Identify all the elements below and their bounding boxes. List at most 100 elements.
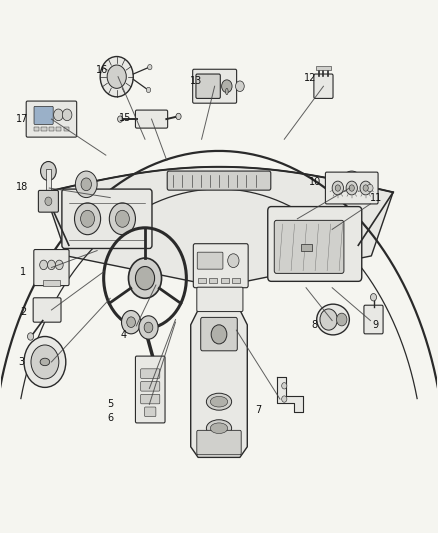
Text: 4: 4 (120, 330, 126, 341)
FancyBboxPatch shape (34, 107, 53, 124)
FancyBboxPatch shape (197, 430, 241, 455)
Circle shape (121, 311, 141, 334)
FancyBboxPatch shape (135, 356, 165, 423)
Circle shape (176, 114, 181, 119)
Circle shape (211, 325, 227, 344)
Text: 17: 17 (16, 114, 28, 124)
Text: 6: 6 (107, 413, 113, 423)
FancyBboxPatch shape (197, 252, 223, 269)
Circle shape (100, 56, 133, 97)
Bar (232, 278, 240, 284)
Circle shape (135, 266, 155, 290)
Text: 9: 9 (373, 320, 379, 330)
FancyBboxPatch shape (167, 171, 271, 190)
Circle shape (41, 161, 56, 181)
Text: 2: 2 (20, 306, 26, 317)
Text: 8: 8 (312, 320, 318, 330)
Circle shape (40, 260, 47, 270)
Polygon shape (191, 310, 247, 457)
Circle shape (336, 313, 347, 326)
Bar (301, 244, 312, 251)
Circle shape (45, 197, 52, 206)
Circle shape (117, 116, 123, 122)
FancyBboxPatch shape (201, 317, 237, 351)
Text: 7: 7 (255, 405, 261, 415)
FancyBboxPatch shape (193, 69, 237, 103)
Circle shape (228, 254, 239, 268)
Circle shape (47, 260, 55, 270)
FancyBboxPatch shape (274, 220, 344, 273)
FancyBboxPatch shape (135, 110, 168, 128)
Circle shape (128, 258, 162, 298)
FancyBboxPatch shape (193, 244, 248, 288)
Circle shape (148, 64, 152, 70)
Circle shape (28, 333, 34, 340)
Ellipse shape (40, 358, 49, 366)
Circle shape (55, 260, 63, 270)
Text: 18: 18 (16, 182, 28, 192)
Ellipse shape (206, 393, 232, 410)
Ellipse shape (210, 397, 228, 407)
Bar (42, 126, 47, 131)
Bar (221, 278, 229, 284)
Text: 10: 10 (309, 176, 321, 187)
Circle shape (139, 316, 158, 339)
Circle shape (332, 181, 343, 195)
FancyBboxPatch shape (141, 382, 160, 391)
FancyBboxPatch shape (34, 249, 69, 286)
Circle shape (62, 109, 72, 120)
Circle shape (81, 178, 92, 191)
Circle shape (363, 185, 368, 191)
FancyBboxPatch shape (33, 298, 61, 322)
Bar (64, 126, 69, 131)
Bar (316, 66, 331, 70)
FancyBboxPatch shape (145, 407, 156, 417)
Circle shape (74, 203, 101, 235)
Circle shape (24, 336, 66, 387)
Circle shape (367, 184, 373, 192)
Circle shape (144, 322, 153, 333)
FancyBboxPatch shape (197, 287, 243, 312)
Circle shape (320, 309, 337, 330)
Text: 5: 5 (107, 399, 113, 409)
Circle shape (110, 203, 135, 235)
FancyBboxPatch shape (364, 305, 383, 334)
Text: 1: 1 (20, 267, 26, 277)
Circle shape (282, 383, 287, 389)
Circle shape (346, 178, 357, 191)
FancyBboxPatch shape (141, 394, 160, 404)
Circle shape (341, 171, 363, 198)
Circle shape (75, 171, 97, 198)
Circle shape (346, 181, 357, 195)
Circle shape (335, 185, 340, 191)
Bar (43, 280, 60, 286)
FancyBboxPatch shape (62, 189, 152, 248)
FancyBboxPatch shape (325, 172, 378, 204)
Circle shape (107, 65, 126, 88)
Text: 15: 15 (119, 113, 131, 123)
Bar (56, 126, 61, 131)
Bar (209, 278, 217, 284)
Circle shape (282, 396, 287, 402)
Text: 13: 13 (190, 76, 202, 86)
Text: 16: 16 (96, 66, 109, 75)
FancyBboxPatch shape (39, 190, 58, 212)
Ellipse shape (206, 419, 232, 437)
Polygon shape (45, 167, 393, 282)
Circle shape (116, 211, 129, 227)
Circle shape (222, 80, 232, 93)
Circle shape (53, 109, 63, 120)
Polygon shape (277, 377, 303, 413)
FancyBboxPatch shape (314, 74, 333, 99)
FancyBboxPatch shape (196, 74, 220, 99)
Bar (34, 126, 39, 131)
Circle shape (81, 211, 95, 227)
Circle shape (236, 81, 244, 92)
Circle shape (146, 87, 151, 93)
Circle shape (127, 317, 135, 327)
Bar (46, 169, 50, 193)
Ellipse shape (226, 88, 228, 95)
Circle shape (31, 345, 59, 379)
Bar (49, 126, 54, 131)
Text: 3: 3 (18, 357, 24, 367)
